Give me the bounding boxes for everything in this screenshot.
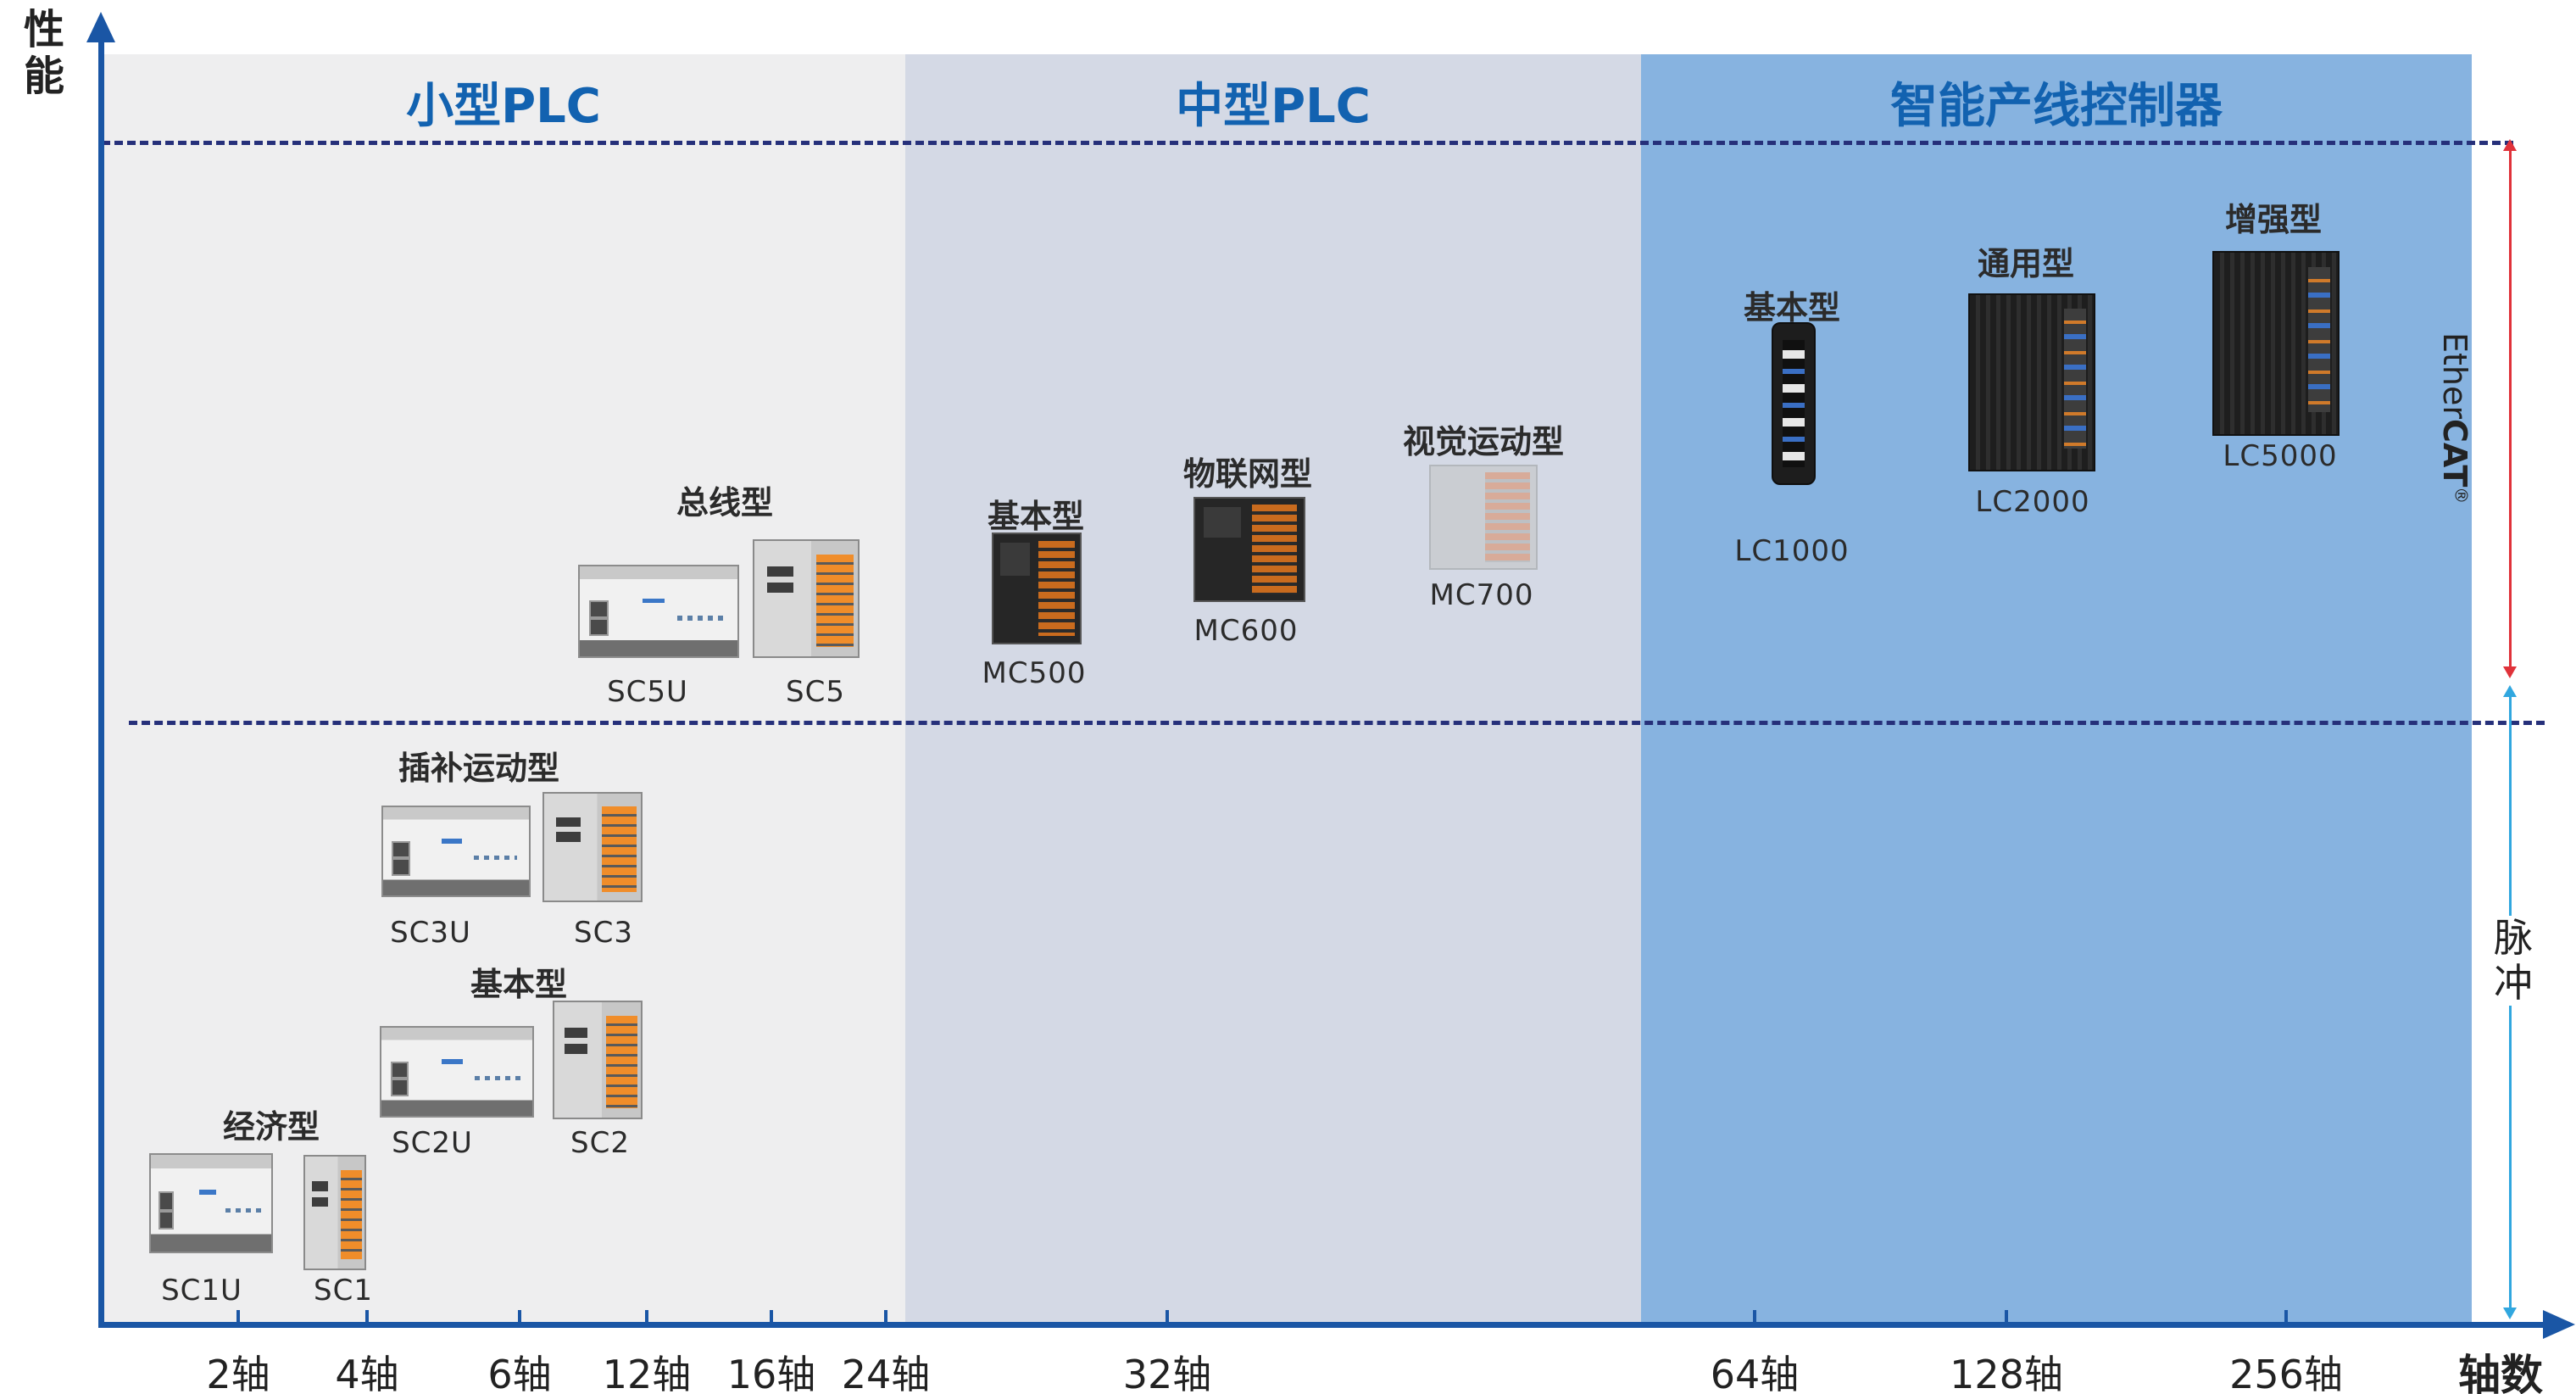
model-sc1u: SC1U xyxy=(161,1274,242,1308)
mc600-image xyxy=(1193,497,1305,602)
mc500-image xyxy=(992,533,1082,644)
ethercat-logo: EtherCAT® xyxy=(2406,332,2473,544)
category-vision-motion: 视觉运动型 xyxy=(1402,423,1565,460)
band-title-small-plc: 小型PLC xyxy=(406,79,601,134)
tick-16 xyxy=(770,1310,773,1325)
model-sc3u: SC3U xyxy=(390,916,471,950)
category-bus-type: 总线型 xyxy=(676,484,774,521)
model-sc1: SC1 xyxy=(314,1274,373,1308)
sc1-image xyxy=(303,1155,366,1270)
tick-6 xyxy=(518,1310,521,1325)
tick-24 xyxy=(884,1310,887,1325)
model-lc2000: LC2000 xyxy=(1975,485,2090,519)
x-axis-line xyxy=(98,1322,2548,1328)
model-sc2: SC2 xyxy=(570,1126,630,1160)
ethercat-arrow-down xyxy=(2503,666,2517,678)
band-title-mid-plc: 中型PLC xyxy=(1176,79,1371,134)
model-lc5000: LC5000 xyxy=(2223,439,2338,473)
sc5u-image xyxy=(578,565,739,658)
tick-128 xyxy=(2005,1310,2008,1325)
ethercat-prefix: Ether xyxy=(2436,332,2473,419)
tick-label: 24轴 xyxy=(841,1352,931,1394)
x-axis-label: 轴数 xyxy=(2458,1351,2543,1394)
tick-label: 32轴 xyxy=(1122,1352,1212,1394)
ethercat-mark: ® xyxy=(2451,487,2472,505)
middle-dashed-line xyxy=(129,721,2545,725)
mid-plc-band xyxy=(905,54,1641,1323)
sc2-image xyxy=(553,1001,643,1119)
tick-64 xyxy=(1753,1310,1756,1325)
tick-label: 12轴 xyxy=(602,1352,692,1394)
model-mc500: MC500 xyxy=(982,656,1087,690)
sc1u-image xyxy=(149,1153,273,1253)
mc700-image xyxy=(1429,465,1538,570)
ethercat-arrow-up xyxy=(2503,139,2517,151)
category-enhanced-lc: 增强型 xyxy=(2224,201,2323,238)
ethercat-bold: CAT xyxy=(2436,419,2473,488)
model-mc700: MC700 xyxy=(1429,578,1534,612)
ethercat-range-line xyxy=(2509,146,2512,672)
pulse-arrow-up xyxy=(2503,685,2517,697)
model-sc2u: SC2U xyxy=(392,1126,473,1160)
lc5000-image xyxy=(2212,251,2340,436)
sc3u-image xyxy=(381,806,531,897)
model-mc600: MC600 xyxy=(1193,614,1299,648)
sc2u-image xyxy=(380,1026,534,1118)
band-title-smart-controller: 智能产线控制器 xyxy=(1890,79,2223,134)
model-sc5: SC5 xyxy=(786,675,845,709)
tick-2 xyxy=(236,1310,240,1325)
y-axis-label: 性 能 xyxy=(23,6,64,101)
category-basic-lc: 基本型 xyxy=(1743,289,1841,326)
y-axis-line xyxy=(98,34,104,1328)
model-lc1000: LC1000 xyxy=(1734,534,1850,568)
lc2000-image xyxy=(1968,293,2095,471)
y-axis-arrowhead xyxy=(86,12,115,42)
tick-12 xyxy=(645,1310,648,1325)
tick-label: 4轴 xyxy=(335,1352,399,1394)
tick-4 xyxy=(365,1310,369,1325)
tick-32 xyxy=(1166,1310,1169,1325)
tick-label: 16轴 xyxy=(726,1352,816,1394)
upper-dashed-line xyxy=(102,141,2513,145)
lc1000-image xyxy=(1772,322,1816,485)
tick-label: 128轴 xyxy=(1950,1352,2063,1394)
tick-label: 256轴 xyxy=(2229,1352,2343,1394)
x-axis-arrowhead xyxy=(2543,1310,2575,1339)
pulse-arrow-down xyxy=(2503,1308,2517,1319)
category-economy: 经济型 xyxy=(222,1108,320,1146)
pulse-label: 脉 冲 xyxy=(2488,916,2539,1006)
sc3-image xyxy=(542,792,643,902)
category-general-lc: 通用型 xyxy=(1977,245,2075,282)
category-interp-motion: 插补运动型 xyxy=(398,750,560,787)
model-sc3: SC3 xyxy=(574,916,633,950)
sc5-image xyxy=(753,539,860,658)
model-sc5u: SC5U xyxy=(607,675,688,709)
category-basic-small: 基本型 xyxy=(470,966,568,1003)
tick-label: 64轴 xyxy=(1710,1352,1800,1394)
category-iot-type: 物联网型 xyxy=(1182,455,1313,493)
tick-256 xyxy=(2284,1310,2288,1325)
tick-label: 2轴 xyxy=(206,1352,270,1394)
tick-label: 6轴 xyxy=(487,1352,552,1394)
category-basic-mid: 基本型 xyxy=(987,498,1085,535)
